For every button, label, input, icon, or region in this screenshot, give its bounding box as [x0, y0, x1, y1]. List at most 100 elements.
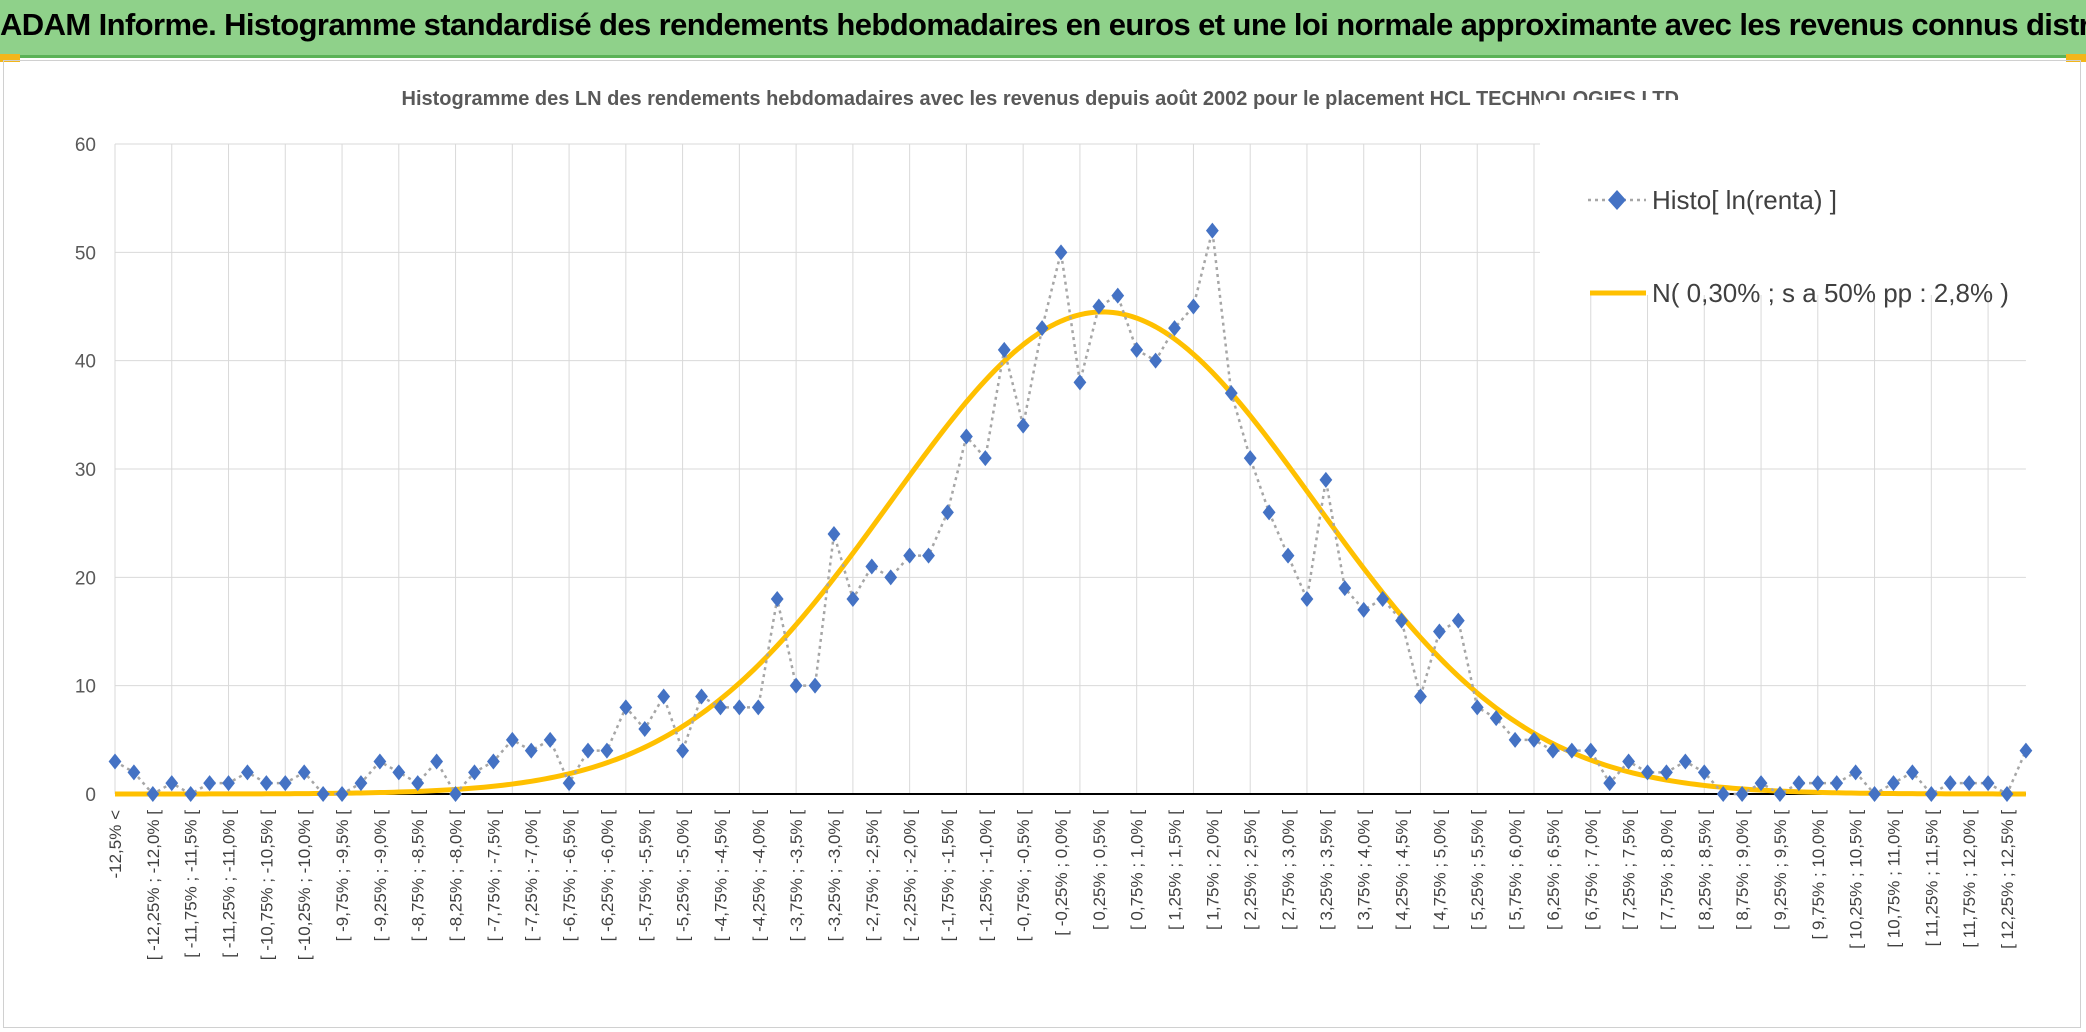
histo-point [524, 742, 538, 759]
histo-point [562, 775, 576, 792]
histo-point [127, 764, 141, 781]
report-title: ADAM Informe. Histogramme standardisé de… [0, 7, 2086, 42]
histo-point [978, 450, 992, 467]
histo-point [468, 764, 481, 781]
histo-point [1584, 742, 1598, 759]
histo-point [543, 731, 557, 748]
x-tick-label: [ -5,75% ; -5,5% [ [636, 810, 655, 942]
x-tick-label: [ -8,25% ; -8,0% [ [447, 810, 466, 942]
x-tick-label: [ -12,25% ; -12,0% [ [144, 810, 163, 961]
histo-point [1868, 786, 1881, 802]
histo-point [1470, 699, 1484, 716]
y-tick-label: 40 [75, 352, 96, 373]
histo-point [335, 786, 349, 802]
histo-point [1451, 612, 1465, 629]
y-tick-label: 30 [75, 460, 96, 481]
histo-point [676, 742, 689, 759]
x-tick-label: [ -3,75% ; -3,5% [ [787, 810, 806, 942]
histo-point [1887, 775, 1900, 792]
x-tick-label: [ 9,75% ; 10,0% [ [1809, 810, 1828, 940]
histo-point [1357, 601, 1371, 618]
histo-point [241, 764, 254, 781]
normal-series [115, 309, 2026, 797]
histo-point [1433, 623, 1446, 640]
histo-point [373, 753, 387, 770]
histo-point [1262, 504, 1276, 521]
histo-point [1054, 244, 1068, 261]
histo-point [1205, 222, 1219, 239]
report-header: ADAM Informe. Histogramme standardisé de… [0, 0, 2086, 58]
histo-point [1414, 688, 1427, 705]
x-tick-label: [ 6,25% ; 6,5% [ [1544, 810, 1563, 930]
x-tick-label: [ -1,25% ; -1,0% [ [976, 810, 995, 942]
histo-point [1508, 731, 1522, 748]
histo-point [1811, 775, 1825, 792]
histo-point [316, 786, 330, 802]
x-tick-label: [ -0,75% ; -0,5% [ [1014, 810, 1033, 942]
histo-point [827, 526, 841, 542]
histo-point [1546, 742, 1560, 759]
x-tick-label: [ 5,75% ; 6,0% [ [1506, 810, 1525, 930]
histo-point [1281, 547, 1295, 564]
histo-point [278, 775, 292, 792]
histo-point [1660, 764, 1673, 781]
histo-point [770, 591, 784, 607]
x-tick-label: [ -11,75% ; -11,5% [ [182, 810, 201, 958]
x-tick-label: [ -9,25% ; -9,0% [ [371, 810, 390, 942]
x-tick-label: [ -2,75% ; -2,5% [ [863, 810, 882, 942]
histo-point [846, 591, 860, 607]
x-tick-label: [ 1,25% ; 1,5% [ [1166, 810, 1185, 930]
histo-series [108, 222, 2033, 802]
histo-point [1527, 731, 1541, 748]
x-tick-label: [ 1,75% ; 2,0% [ [1203, 810, 1222, 930]
x-tick-label: [ 11,75% ; 12,0% [ [1960, 810, 1979, 948]
x-tick-label: [ 3,75% ; 4,0% [ [1355, 810, 1374, 930]
histo-point [619, 699, 633, 716]
x-tick-label: [ -2,25% ; -2,0% [ [901, 810, 920, 942]
y-tick-label: 20 [75, 568, 96, 589]
histo-point [1130, 341, 1144, 358]
histo-point [1962, 775, 1976, 792]
x-tick-label: [ -3,25% ; -3,0% [ [825, 810, 844, 942]
y-tick-label: 50 [75, 243, 96, 264]
histo-point [1906, 764, 1919, 781]
x-tick-label: [ 0,75% ; 1,0% [ [1128, 810, 1147, 930]
x-tick-label: [ 0,25% ; 0,5% [ [1090, 810, 1109, 930]
y-tick-label: 10 [75, 677, 96, 698]
histo-point [1489, 710, 1503, 727]
histo-point [1678, 753, 1692, 770]
histo-point [203, 775, 216, 792]
histo-point [581, 742, 595, 759]
histo-point [1716, 786, 1730, 802]
histo-point [732, 699, 746, 716]
histo-point [1603, 775, 1617, 792]
x-tick-label: [ 3,25% ; 3,5% [ [1317, 810, 1336, 930]
histo-point [430, 753, 444, 770]
x-tick-label: [ 5,25% ; 5,5% [ [1468, 810, 1487, 930]
histo-point [1111, 287, 1125, 304]
histo-point [922, 547, 935, 564]
x-tick-label: [ -4,75% ; -4,5% [ [711, 810, 730, 942]
histo-point [960, 428, 973, 445]
histo-point [1092, 298, 1106, 315]
histo-point [903, 547, 917, 564]
histo-point [1849, 764, 1863, 781]
legend-histo-marker [1608, 190, 1626, 210]
histo-point [259, 775, 273, 792]
x-tick-label: [ -4,25% ; -4,0% [ [749, 810, 768, 942]
histo-point [638, 721, 652, 737]
x-tick-label: [ 9,25% ; 9,5% [ [1771, 810, 1790, 930]
x-tick-label: [ 7,75% ; 8,0% [ [1657, 810, 1676, 930]
histo-point [1168, 320, 1181, 337]
histo-point [1641, 764, 1654, 781]
histo-point [1697, 764, 1711, 781]
histo-point [714, 699, 727, 716]
x-tick-label: [ 2,75% ; 3,0% [ [1279, 810, 1298, 930]
histo-point [941, 504, 954, 521]
histo-point [997, 341, 1011, 358]
histo-point [1754, 775, 1768, 792]
x-tick-label: -12,5% < [106, 810, 125, 879]
histo-point [392, 764, 406, 781]
x-tick-label: [ -6,25% ; -6,0% [ [598, 810, 617, 942]
x-tick-label: [ 7,25% ; 7,5% [ [1620, 810, 1639, 930]
